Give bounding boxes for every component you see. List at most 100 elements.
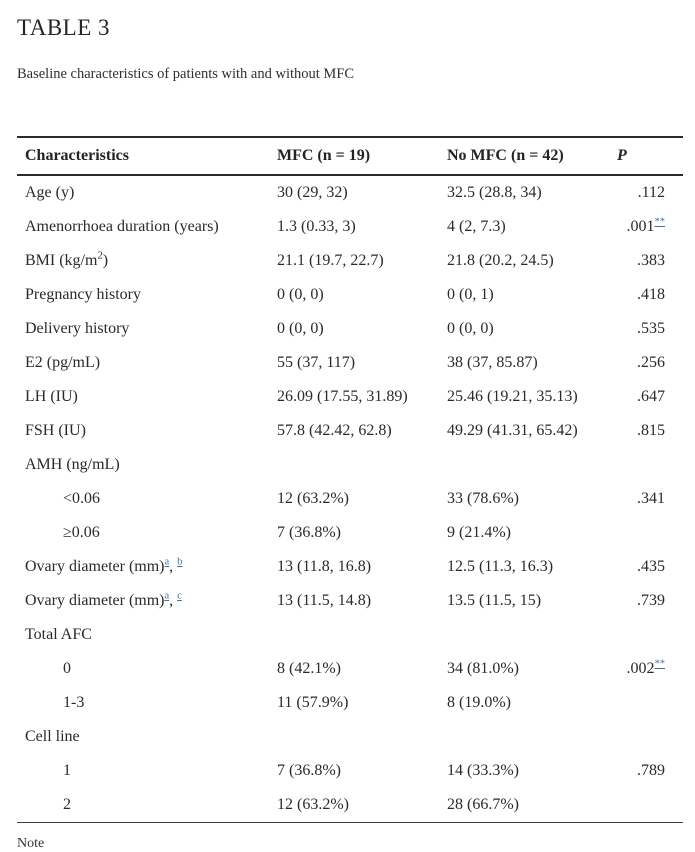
table-row: Ovary diameter (mm)a, c 13 (11.5, 14.8) … <box>17 584 683 618</box>
footnote-link[interactable]: a <box>164 556 170 568</box>
footnote-link[interactable]: b <box>177 556 183 568</box>
no-mfc-value-cell: 33 (78.6%) <box>447 489 519 507</box>
table-row: Pregnancy history 0 (0, 0) 0 (0, 1) .418 <box>17 278 683 312</box>
no-mfc-value-cell <box>447 618 617 652</box>
mfc-value-cell: 55 (37, 117) <box>277 353 356 371</box>
mfc-value-cell: 0 (0, 0) <box>277 319 324 337</box>
characteristic-cell: FSH (IU) <box>25 421 86 439</box>
table-row: Amenorrhoea duration (years) 1.3 (0.33, … <box>17 210 683 244</box>
p-value-cell <box>617 720 683 754</box>
mfc-value-cell: 26.09 (17.55, 31.89) <box>277 387 408 405</box>
p-value-cell: .789 <box>637 761 665 779</box>
table-row: LH (IU) 26.09 (17.55, 31.89) 25.46 (19.2… <box>17 380 683 414</box>
mfc-value-cell <box>277 618 447 652</box>
p-value-cell: .112 <box>637 183 665 201</box>
page-title: TABLE 3 <box>17 15 111 40</box>
p-value-cell: .535 <box>637 319 665 337</box>
no-mfc-value-cell <box>447 720 617 754</box>
p-value-cell: .739 <box>637 591 665 609</box>
p-value-cell: .341 <box>637 489 665 507</box>
mfc-value-cell: 30 (29, 32) <box>277 183 348 201</box>
p-value-cell: .815 <box>637 421 665 439</box>
mfc-value-cell <box>277 720 447 754</box>
table-row: FSH (IU) 57.8 (42.42, 62.8) 49.29 (41.31… <box>17 414 683 448</box>
p-value-cell: .647 <box>637 387 665 405</box>
characteristic-cell: Total AFC <box>25 625 92 643</box>
p-value-cell <box>617 618 683 652</box>
no-mfc-value-cell: 28 (66.7%) <box>447 795 519 813</box>
mfc-value-cell: 12 (63.2%) <box>277 489 349 507</box>
no-mfc-value-cell: 34 (81.0%) <box>447 659 519 677</box>
no-mfc-value-cell: 12.5 (11.3, 16.3) <box>447 557 554 575</box>
mfc-value-cell: 11 (57.9%) <box>277 693 349 711</box>
characteristic-cell: Ovary diameter (mm)a, b <box>25 556 183 575</box>
table-row: Ovary diameter (mm)a, b 13 (11.8, 16.8) … <box>17 550 683 584</box>
characteristic-cell: Cell line <box>25 727 80 745</box>
footnote-link[interactable]: c <box>177 590 182 602</box>
table-row: Total AFC <box>17 618 683 652</box>
mfc-value-cell: 8 (42.1%) <box>277 659 341 677</box>
no-mfc-value-cell: 8 (19.0%) <box>447 693 511 711</box>
mfc-value-cell: 13 (11.8, 16.8) <box>277 557 372 575</box>
characteristic-cell: AMH (ng/mL) <box>25 455 120 473</box>
table-row: Age (y) 30 (29, 32) 32.5 (28.8, 34) .112 <box>17 175 683 210</box>
table-row: 2 12 (63.2%) 28 (66.7%) <box>17 788 683 823</box>
mfc-value-cell: 1.3 (0.33, 3) <box>277 217 356 235</box>
table-row: AMH (ng/mL) <box>17 448 683 482</box>
characteristic-cell: Amenorrhoea duration (years) <box>25 217 219 235</box>
characteristic-cell: LH (IU) <box>25 387 78 405</box>
characteristic-cell: Age (y) <box>25 183 75 201</box>
characteristic-cell: 1-3 <box>63 693 85 711</box>
no-mfc-value-cell: 13.5 (11.5, 15) <box>447 591 542 609</box>
table-row: 1 7 (36.8%) 14 (33.3%) .789 <box>17 754 683 788</box>
table-row: 0 8 (42.1%) 34 (81.0%) .002** <box>17 652 683 686</box>
mfc-value-cell: 13 (11.5, 14.8) <box>277 591 372 609</box>
no-mfc-value-cell: 25.46 (19.21, 35.13) <box>447 387 578 405</box>
footnote-link[interactable]: ** <box>654 216 666 228</box>
baseline-characteristics-table: Characteristics MFC (n = 19) No MFC (n =… <box>17 135 683 823</box>
no-mfc-value-cell: 32.5 (28.8, 34) <box>447 183 542 201</box>
characteristic-cell: 2 <box>63 795 71 813</box>
mfc-value-cell: 12 (63.2%) <box>277 795 349 813</box>
no-mfc-value-cell: 0 (0, 1) <box>447 285 494 303</box>
table-body: Age (y) 30 (29, 32) 32.5 (28.8, 34) .112… <box>17 175 683 823</box>
table-header: Characteristics MFC (n = 19) No MFC (n =… <box>17 136 683 176</box>
superscript-text: 2 <box>97 250 103 262</box>
col-header-characteristics: Characteristics <box>17 136 277 176</box>
mfc-value-cell: 21.1 (19.7, 22.7) <box>277 251 384 269</box>
mfc-value-cell: 7 (36.8%) <box>277 523 341 541</box>
characteristic-cell: ≥0.06 <box>63 523 100 541</box>
no-mfc-value-cell: 9 (21.4%) <box>447 523 511 541</box>
no-mfc-value-cell: 14 (33.3%) <box>447 761 519 779</box>
p-value-cell <box>617 448 683 482</box>
col-header-p-value: P <box>617 136 683 176</box>
footnote-link[interactable]: ** <box>654 658 666 670</box>
p-value-cell <box>617 686 683 720</box>
table-caption: Baseline characteristics of patients wit… <box>17 66 355 83</box>
table-row: <0.06 12 (63.2%) 33 (78.6%) .341 <box>17 482 683 516</box>
col-header-mfc: MFC (n = 19) <box>277 136 447 176</box>
characteristic-cell: BMI (kg/m2) <box>25 250 109 269</box>
table-header-row: Characteristics MFC (n = 19) No MFC (n =… <box>17 136 683 176</box>
table-row: BMI (kg/m2) 21.1 (19.7, 22.7) 21.8 (20.2… <box>17 244 683 278</box>
no-mfc-value-cell <box>447 448 617 482</box>
characteristic-cell: Pregnancy history <box>25 285 141 303</box>
p-value-cell <box>617 516 683 550</box>
no-mfc-value-cell: 49.29 (41.31, 65.42) <box>447 421 578 439</box>
p-value-cell: .418 <box>637 285 665 303</box>
characteristic-cell: 1 <box>63 761 71 779</box>
characteristic-cell: Ovary diameter (mm)a, c <box>25 590 182 609</box>
table-row: Cell line <box>17 720 683 754</box>
p-value-cell: .435 <box>637 557 665 575</box>
mfc-value-cell: 7 (36.8%) <box>277 761 341 779</box>
footnote-link[interactable]: a <box>164 590 170 602</box>
col-header-no-mfc: No MFC (n = 42) <box>447 136 617 176</box>
characteristic-cell: Delivery history <box>25 319 130 337</box>
table-row: Delivery history 0 (0, 0) 0 (0, 0) .535 <box>17 312 683 346</box>
p-value-cell: .002** <box>626 658 666 677</box>
p-value-cell: .001** <box>626 216 666 235</box>
mfc-value-cell <box>277 448 447 482</box>
no-mfc-value-cell: 0 (0, 0) <box>447 319 494 337</box>
no-mfc-value-cell: 38 (37, 85.87) <box>447 353 538 371</box>
